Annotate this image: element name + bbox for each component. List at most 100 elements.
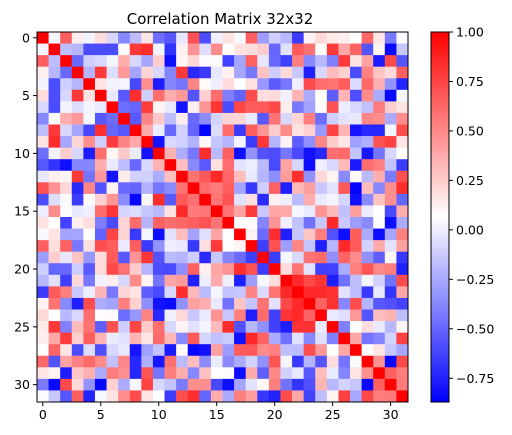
heatmap-frame [36,31,409,403]
heatmap-cell [268,355,281,368]
heatmap-cell [303,182,316,195]
heatmap-cell [280,240,293,253]
heatmap-cell [199,43,212,56]
heatmap-cell [326,182,339,195]
heatmap-cell [303,309,316,322]
heatmap-cell [384,332,397,345]
heatmap-cell [83,205,96,218]
heatmap-cell [257,193,270,206]
heatmap-cell [94,378,107,391]
heatmap-cell [268,309,281,322]
heatmap-cell [37,228,49,241]
heatmap-cell [361,217,374,229]
heatmap-cell [245,147,258,160]
heatmap-cell [60,286,73,299]
heatmap-cell [350,217,363,229]
heatmap-cell [326,55,339,68]
heatmap-cell [292,321,305,334]
heatmap-cell [152,170,165,183]
heatmap-cell [141,355,154,368]
heatmap-cell [71,321,84,334]
heatmap-cell [164,274,177,287]
heatmap-cell [210,217,223,229]
heatmap-cell [326,170,339,183]
heatmap-cell [396,286,409,299]
heatmap-cell [164,78,177,91]
heatmap-cell [129,309,142,322]
heatmap-cell [373,55,386,68]
heatmap-cell [234,274,247,287]
heatmap-cell [71,390,84,403]
heatmap-cell [83,193,96,206]
heatmap-cell [280,344,293,357]
heatmap-cell [292,205,305,218]
heatmap-cell [350,378,363,391]
heatmap-cell [94,263,107,276]
heatmap-cell [245,78,258,91]
heatmap-cell [234,309,247,322]
heatmap-cell [234,66,247,79]
heatmap-cell [83,309,96,322]
heatmap-cell [315,193,328,206]
heatmap-cell [384,89,397,102]
heatmap-cell [210,228,223,241]
y-tick-label: 0 [22,30,30,45]
heatmap-cell [129,205,142,218]
heatmap-cell [292,112,305,125]
heatmap-cell [37,159,49,172]
heatmap-cell [164,170,177,183]
heatmap-cell [152,147,165,160]
heatmap-cell [326,43,339,56]
heatmap-cell [338,217,351,229]
heatmap-cell [268,43,281,56]
colorbar-tick-label: −0.25 [456,272,494,287]
heatmap-cell [350,66,363,79]
heatmap-cell [326,32,339,44]
heatmap-cell [373,136,386,149]
heatmap-cell [338,136,351,149]
heatmap-cell [373,344,386,357]
heatmap-cell [83,112,96,125]
heatmap-cell [326,193,339,206]
heatmap-cell [199,286,212,299]
heatmap-cell [118,112,131,125]
heatmap-cell [384,286,397,299]
heatmap-cell [303,321,316,334]
heatmap-cell [94,355,107,368]
heatmap-cell [268,367,281,380]
heatmap-cell [199,182,212,195]
heatmap-cell [106,124,119,137]
heatmap-cell [118,193,131,206]
heatmap-cell [361,321,374,334]
heatmap-cell [164,101,177,114]
heatmap-cell [292,101,305,114]
heatmap-cell [350,240,363,253]
heatmap-cell [129,147,142,160]
heatmap-cell [187,43,200,56]
heatmap-cell [234,43,247,56]
heatmap-cell [37,112,49,125]
heatmap-cell [152,367,165,380]
heatmap-cell [396,43,409,56]
heatmap-cell [396,147,409,160]
heatmap-cell [234,32,247,44]
heatmap-cell [187,263,200,276]
heatmap-cell [384,344,397,357]
heatmap-cell [222,217,235,229]
heatmap-cell [141,101,154,114]
heatmap-cell [350,101,363,114]
heatmap-cell [37,286,49,299]
heatmap-cell [118,136,131,149]
colorbar-tick-label: 0.75 [456,74,484,89]
heatmap-cell [71,170,84,183]
heatmap-cell [303,367,316,380]
heatmap-cell [396,182,409,195]
heatmap-cell [37,390,49,403]
heatmap-cell [106,297,119,310]
heatmap-cell [384,159,397,172]
heatmap-cell [280,43,293,56]
heatmap-cell [118,332,131,345]
heatmap-cell [152,217,165,229]
x-tick-label: 30 [383,407,399,422]
heatmap-cell [303,286,316,299]
